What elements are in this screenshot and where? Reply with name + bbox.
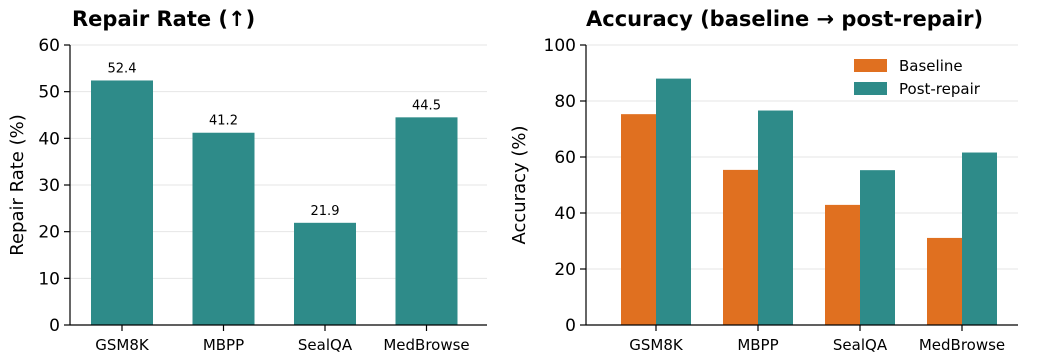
bar-value-label: 52.4 xyxy=(108,61,137,76)
x-tick-label: MedBrowse xyxy=(919,336,1005,352)
accuracy-y-ticks: 0 20 40 60 80 100 xyxy=(544,36,586,336)
baseline-bar xyxy=(621,114,656,325)
repair-rate-x-ticks: GSM8K MBPP SealQA MedBrowse xyxy=(95,325,470,352)
y-tick-label: 0 xyxy=(565,316,576,336)
accuracy-x-ticks: GSM8K MBPP SealQA MedBrowse xyxy=(629,325,1005,352)
x-tick-label: GSM8K xyxy=(95,336,150,352)
repair-rate-chart: Repair Rate (↑) 52.4 41.2 21.9 44.5 0 10 20 30… xyxy=(7,7,487,352)
repair-rate-title: Repair Rate (↑) xyxy=(72,7,255,31)
x-tick-label: SealQA xyxy=(833,336,888,352)
bar xyxy=(294,222,356,325)
x-tick-label: MBPP xyxy=(737,336,778,352)
repair-rate-y-axis-label: Repair Rate (%) xyxy=(7,114,28,256)
accuracy-bars xyxy=(621,78,997,326)
accuracy-chart: Accuracy (baseline → post-repair) 0 20 40 6… xyxy=(509,7,1018,352)
y-tick-label: 10 xyxy=(38,269,60,289)
baseline-bar xyxy=(723,169,758,325)
legend-label: Post-repair xyxy=(899,80,981,98)
accuracy-legend: Baseline Post-repair xyxy=(854,57,981,98)
bar xyxy=(91,80,153,325)
post-repair-bar xyxy=(860,170,895,325)
y-tick-label: 20 xyxy=(554,260,576,280)
y-tick-label: 0 xyxy=(49,316,60,336)
bar xyxy=(192,132,255,325)
x-tick-label: GSM8K xyxy=(629,336,684,352)
baseline-bar xyxy=(927,237,962,325)
y-tick-label: 20 xyxy=(38,223,60,243)
legend-label: Baseline xyxy=(899,57,963,75)
y-tick-label: 50 xyxy=(38,83,60,103)
repair-rate-y-ticks: 0 10 20 30 40 50 60 xyxy=(38,36,70,336)
bar-value-label: 44.5 xyxy=(412,98,441,113)
y-tick-label: 60 xyxy=(554,148,576,168)
y-tick-label: 80 xyxy=(554,92,576,112)
baseline-bar xyxy=(825,204,860,325)
legend-swatch xyxy=(854,59,887,72)
bar-value-label: 41.2 xyxy=(209,114,238,129)
y-tick-label: 40 xyxy=(38,129,60,149)
accuracy-y-axis-label: Accuracy (%) xyxy=(509,125,530,244)
accuracy-title: Accuracy (baseline → post-repair) xyxy=(586,7,983,31)
post-repair-bar xyxy=(962,152,997,325)
y-tick-label: 40 xyxy=(554,204,576,224)
y-tick-label: 100 xyxy=(544,36,576,56)
y-tick-label: 30 xyxy=(38,176,60,196)
post-repair-bar xyxy=(758,110,793,326)
y-tick-label: 60 xyxy=(38,36,60,56)
bar xyxy=(395,117,458,325)
x-tick-label: MBPP xyxy=(203,336,244,352)
bar-value-label: 21.9 xyxy=(311,204,340,219)
legend-swatch xyxy=(854,82,887,95)
repair-rate-bars xyxy=(91,80,458,325)
x-tick-label: MedBrowse xyxy=(383,336,469,352)
post-repair-bar xyxy=(656,78,691,325)
repair-rate-data-labels: 52.4 41.2 21.9 44.5 xyxy=(108,61,441,218)
x-tick-label: SealQA xyxy=(298,336,353,352)
